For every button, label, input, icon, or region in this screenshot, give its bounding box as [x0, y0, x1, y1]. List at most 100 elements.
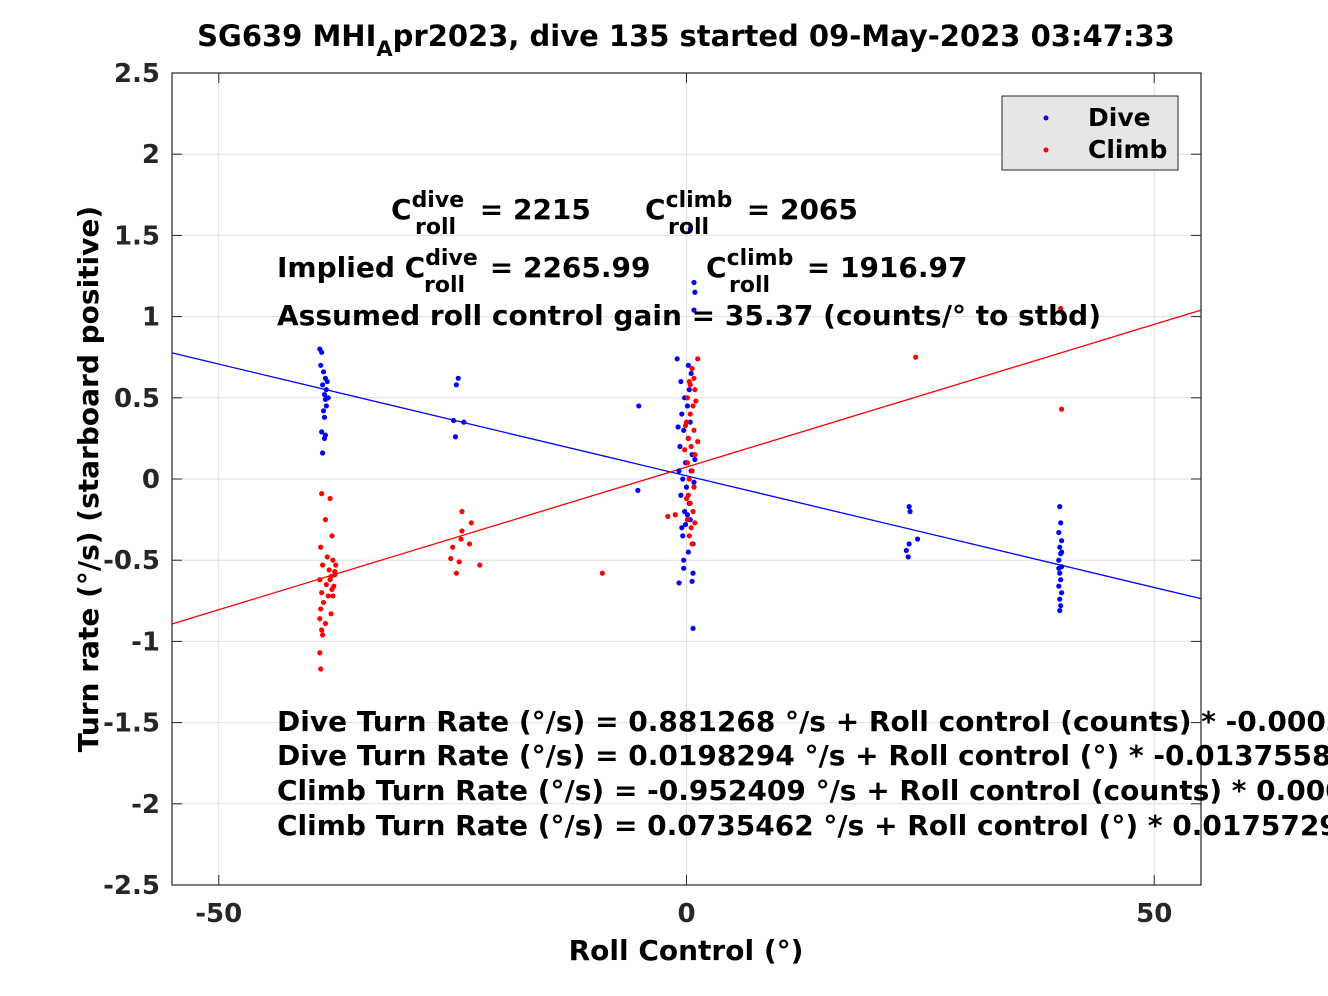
point-climb-25: [332, 568, 338, 575]
point-dive-31: [676, 580, 682, 586]
point-dive-28: [691, 307, 697, 313]
y-tick-label-4: -0.5: [103, 546, 160, 576]
x-tick-label-1: 0: [677, 899, 695, 929]
point-climb-66: [682, 447, 688, 453]
point-climb-5: [324, 554, 330, 560]
point-climb-65: [689, 541, 695, 547]
point-climb-33: [450, 544, 456, 550]
x-axis-label: Roll Control (°): [569, 934, 804, 967]
point-dive-63: [692, 456, 698, 463]
point-dive-41: [683, 484, 690, 490]
roll-gain-annotation: Assumed roll control gain = 35.37 (count…: [277, 299, 1101, 332]
point-dive-36: [679, 525, 685, 531]
point-climb-3: [329, 533, 335, 539]
point-dive-27: [692, 289, 698, 295]
point-climb-14: [325, 593, 331, 599]
y-tick-label-0: -2.5: [103, 871, 160, 901]
point-dive-65: [685, 362, 691, 368]
implied-climb-sub: roll: [729, 273, 770, 298]
y-tick-label-7: 1: [142, 303, 160, 333]
point-climb-64: [686, 533, 692, 539]
point-climb-57: [686, 476, 692, 482]
point-climb-38: [453, 570, 459, 576]
point-climb-7: [320, 562, 326, 568]
point-climb-43: [695, 356, 701, 362]
point-climb-75: [1058, 305, 1064, 312]
point-dive-49: [687, 419, 693, 425]
point-climb-36: [448, 555, 454, 562]
point-climb-34: [458, 536, 464, 542]
point-dive-1: [319, 349, 325, 355]
point-climb-58: [691, 484, 697, 490]
point-climb-62: [684, 517, 691, 523]
point-dive-64: [681, 565, 687, 571]
point-climb-30: [459, 508, 465, 515]
legend-climb-marker: [1043, 147, 1049, 153]
point-climb-6: [330, 557, 336, 563]
point-climb-44: [689, 365, 695, 372]
point-climb-22: [320, 632, 326, 638]
point-dive-22: [452, 434, 459, 440]
point-dive-60: [676, 468, 682, 474]
y-tick-label-1: -2: [131, 790, 160, 820]
point-dive-76: [1057, 544, 1063, 550]
chart-title: SG639 MHIApr2023, dive 135 started 09-Ma…: [197, 19, 1175, 61]
point-climb-69: [691, 375, 697, 381]
implied-dive-value: = 2265.99: [480, 251, 651, 284]
point-dive-19: [453, 382, 459, 388]
x-tick-label-0: -50: [195, 899, 242, 929]
point-climb-72: [692, 520, 698, 526]
point-dive-74: [1056, 529, 1062, 536]
point-climb-55: [684, 460, 691, 466]
y-tick-label-10: 2.5: [114, 59, 160, 89]
point-dive-5: [320, 382, 326, 388]
point-dive-26: [691, 279, 697, 286]
x-tick-label-2: 50: [1136, 899, 1172, 929]
point-climb-39: [477, 562, 483, 568]
point-climb-70: [695, 439, 701, 445]
point-climb-35: [466, 541, 473, 547]
point-climb-74: [913, 354, 919, 360]
point-dive-20: [450, 417, 457, 424]
point-dive-67: [907, 508, 913, 515]
point-dive-6: [323, 387, 329, 393]
point-climb-73: [687, 382, 693, 388]
point-dive-46: [677, 443, 683, 450]
point-dive-84: [1057, 596, 1063, 602]
point-dive-48: [681, 427, 687, 433]
point-dive-55: [688, 370, 694, 377]
equation-climb-counts: Climb Turn Rate (°/s) = -0.952409 °/s + …: [277, 774, 1328, 807]
point-dive-73: [1058, 520, 1064, 526]
implied-climb-value: = 1916.97: [797, 251, 968, 284]
point-dive-15: [320, 450, 326, 456]
point-dive-3: [320, 369, 327, 375]
point-dive-34: [681, 557, 687, 563]
point-dive-53: [686, 387, 692, 393]
point-dive-33: [690, 570, 696, 576]
point-climb-10: [317, 577, 323, 583]
c-roll-dive-sub: roll: [415, 215, 456, 240]
point-climb-67: [693, 398, 699, 404]
c-roll-dive: Cdive roll = 2215: [391, 188, 591, 240]
point-climb-61: [690, 508, 696, 515]
data-points: [317, 226, 1065, 672]
y-tick-label-5: 0: [142, 465, 160, 495]
point-dive-71: [905, 554, 911, 560]
point-climb-42: [672, 512, 678, 518]
fit-line-climb: [171, 309, 1202, 625]
title-subscript: A: [376, 37, 393, 61]
point-climb-41: [665, 513, 671, 519]
point-dive-29: [687, 226, 693, 232]
point-climb-13: [319, 590, 325, 596]
point-climb-63: [688, 525, 694, 531]
point-dive-56: [680, 533, 686, 539]
point-dive-16: [324, 378, 330, 385]
point-dive-32: [689, 578, 695, 584]
y-tick-label-2: -1.5: [103, 709, 160, 739]
y-tick-label-8: 1.5: [114, 221, 160, 251]
point-climb-51: [691, 427, 697, 433]
point-dive-86: [1057, 607, 1063, 614]
point-dive-14: [321, 435, 328, 441]
point-climb-28: [333, 562, 339, 568]
